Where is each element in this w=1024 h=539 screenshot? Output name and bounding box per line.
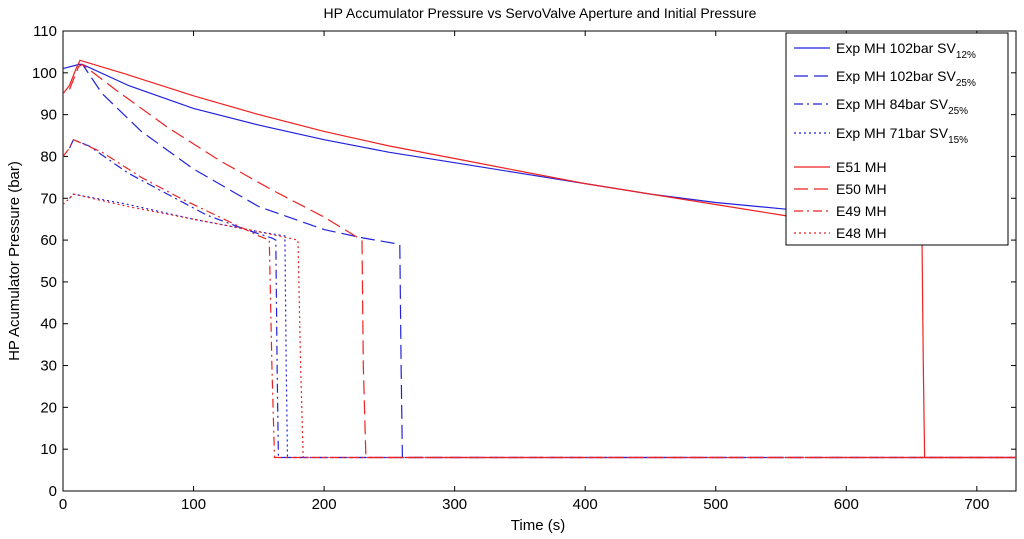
chart-title: HP Accumulator Pressure vs ServoValve Ap… <box>324 5 757 21</box>
series-line-5 <box>62 59 1016 459</box>
x-tick-label: 400 <box>573 496 598 513</box>
x-tick-label: 200 <box>312 496 337 513</box>
x-tick-label: 700 <box>964 496 989 513</box>
y-tick-label: 20 <box>40 399 57 416</box>
x-tick-label: 0 <box>59 496 67 513</box>
series-layer <box>62 59 1016 459</box>
axis-ticks: 0 100 200 300 400 500 600 700 0 10 20 30 40 50 60 70 80 9… <box>32 23 1016 513</box>
y-tick-label: 100 <box>32 65 57 82</box>
x-tick-label: 100 <box>181 496 206 513</box>
legend-label-3: Exp MH 84bar SV25% <box>836 96 968 117</box>
legend-label-8: E48 MH <box>836 225 887 241</box>
legend-label-6: E50 MH <box>836 181 887 197</box>
x-axis-label: Time (s) <box>511 517 565 534</box>
series-line-8 <box>62 193 1016 459</box>
y-tick-label: 90 <box>40 107 57 124</box>
x-tick-label: 500 <box>703 496 728 513</box>
y-tick-label: 30 <box>40 358 57 375</box>
legend-label-4: Exp MH 71bar SV15% <box>836 125 968 146</box>
y-tick-label: 50 <box>40 274 57 291</box>
legend-label-7: E49 MH <box>836 203 887 219</box>
x-tick-label: 600 <box>834 496 859 513</box>
legend-box <box>785 32 1009 246</box>
legend-label-2: Exp MH 102bar SV25% <box>836 68 976 89</box>
legend-label-1: Exp MH 102bar SV12% <box>836 40 976 61</box>
y-tick-label: 110 <box>33 23 57 40</box>
y-tick-label: 70 <box>40 190 57 207</box>
y-tick-label: 10 <box>40 441 57 458</box>
legend: Exp MH 102bar SV12% Exp MH 102bar SV25% Ex… <box>785 32 1009 246</box>
y-axis-label: HP Acumulator Pressure (bar) <box>6 161 23 361</box>
y-tick-label: 0 <box>49 483 57 500</box>
y-tick-label: 60 <box>40 232 57 249</box>
y-tick-label: 40 <box>40 316 57 333</box>
legend-label-5: E51 MH <box>836 159 887 175</box>
y-tick-label: 80 <box>40 148 57 165</box>
x-tick-label: 300 <box>442 496 467 513</box>
